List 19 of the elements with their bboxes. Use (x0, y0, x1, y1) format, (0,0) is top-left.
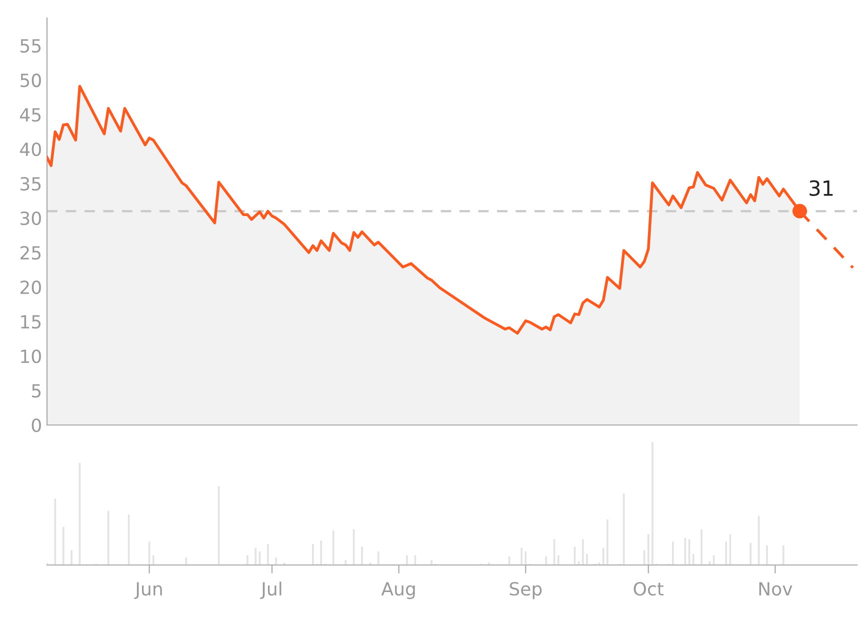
x-tick-label: Sep (510, 582, 542, 600)
x-tick-label: Aug (381, 582, 415, 600)
y-tick-label: 55 (20, 39, 41, 53)
x-tick-label: Oct (634, 582, 664, 596)
y-tick-label: 5 (32, 384, 41, 398)
y-tick-label: 0 (32, 418, 41, 432)
y-tick-label: 15 (21, 315, 41, 329)
y-tick-label: 35 (20, 177, 41, 191)
x-tick-label: Jun (134, 582, 162, 599)
x-tick-label: Nov (759, 582, 792, 596)
data-label: 31 (810, 180, 833, 196)
x-tick-label: Jul (260, 582, 282, 599)
y-tick-label: 25 (20, 246, 41, 260)
y-tick-label: 10 (21, 349, 41, 364)
y-tick-label: 20 (20, 280, 41, 294)
y-tick-label: 40 (20, 142, 41, 156)
y-tick-label: 30 (20, 212, 41, 226)
y-tick-label: 50 (20, 74, 41, 88)
y-tick-label: 45 (20, 108, 41, 122)
